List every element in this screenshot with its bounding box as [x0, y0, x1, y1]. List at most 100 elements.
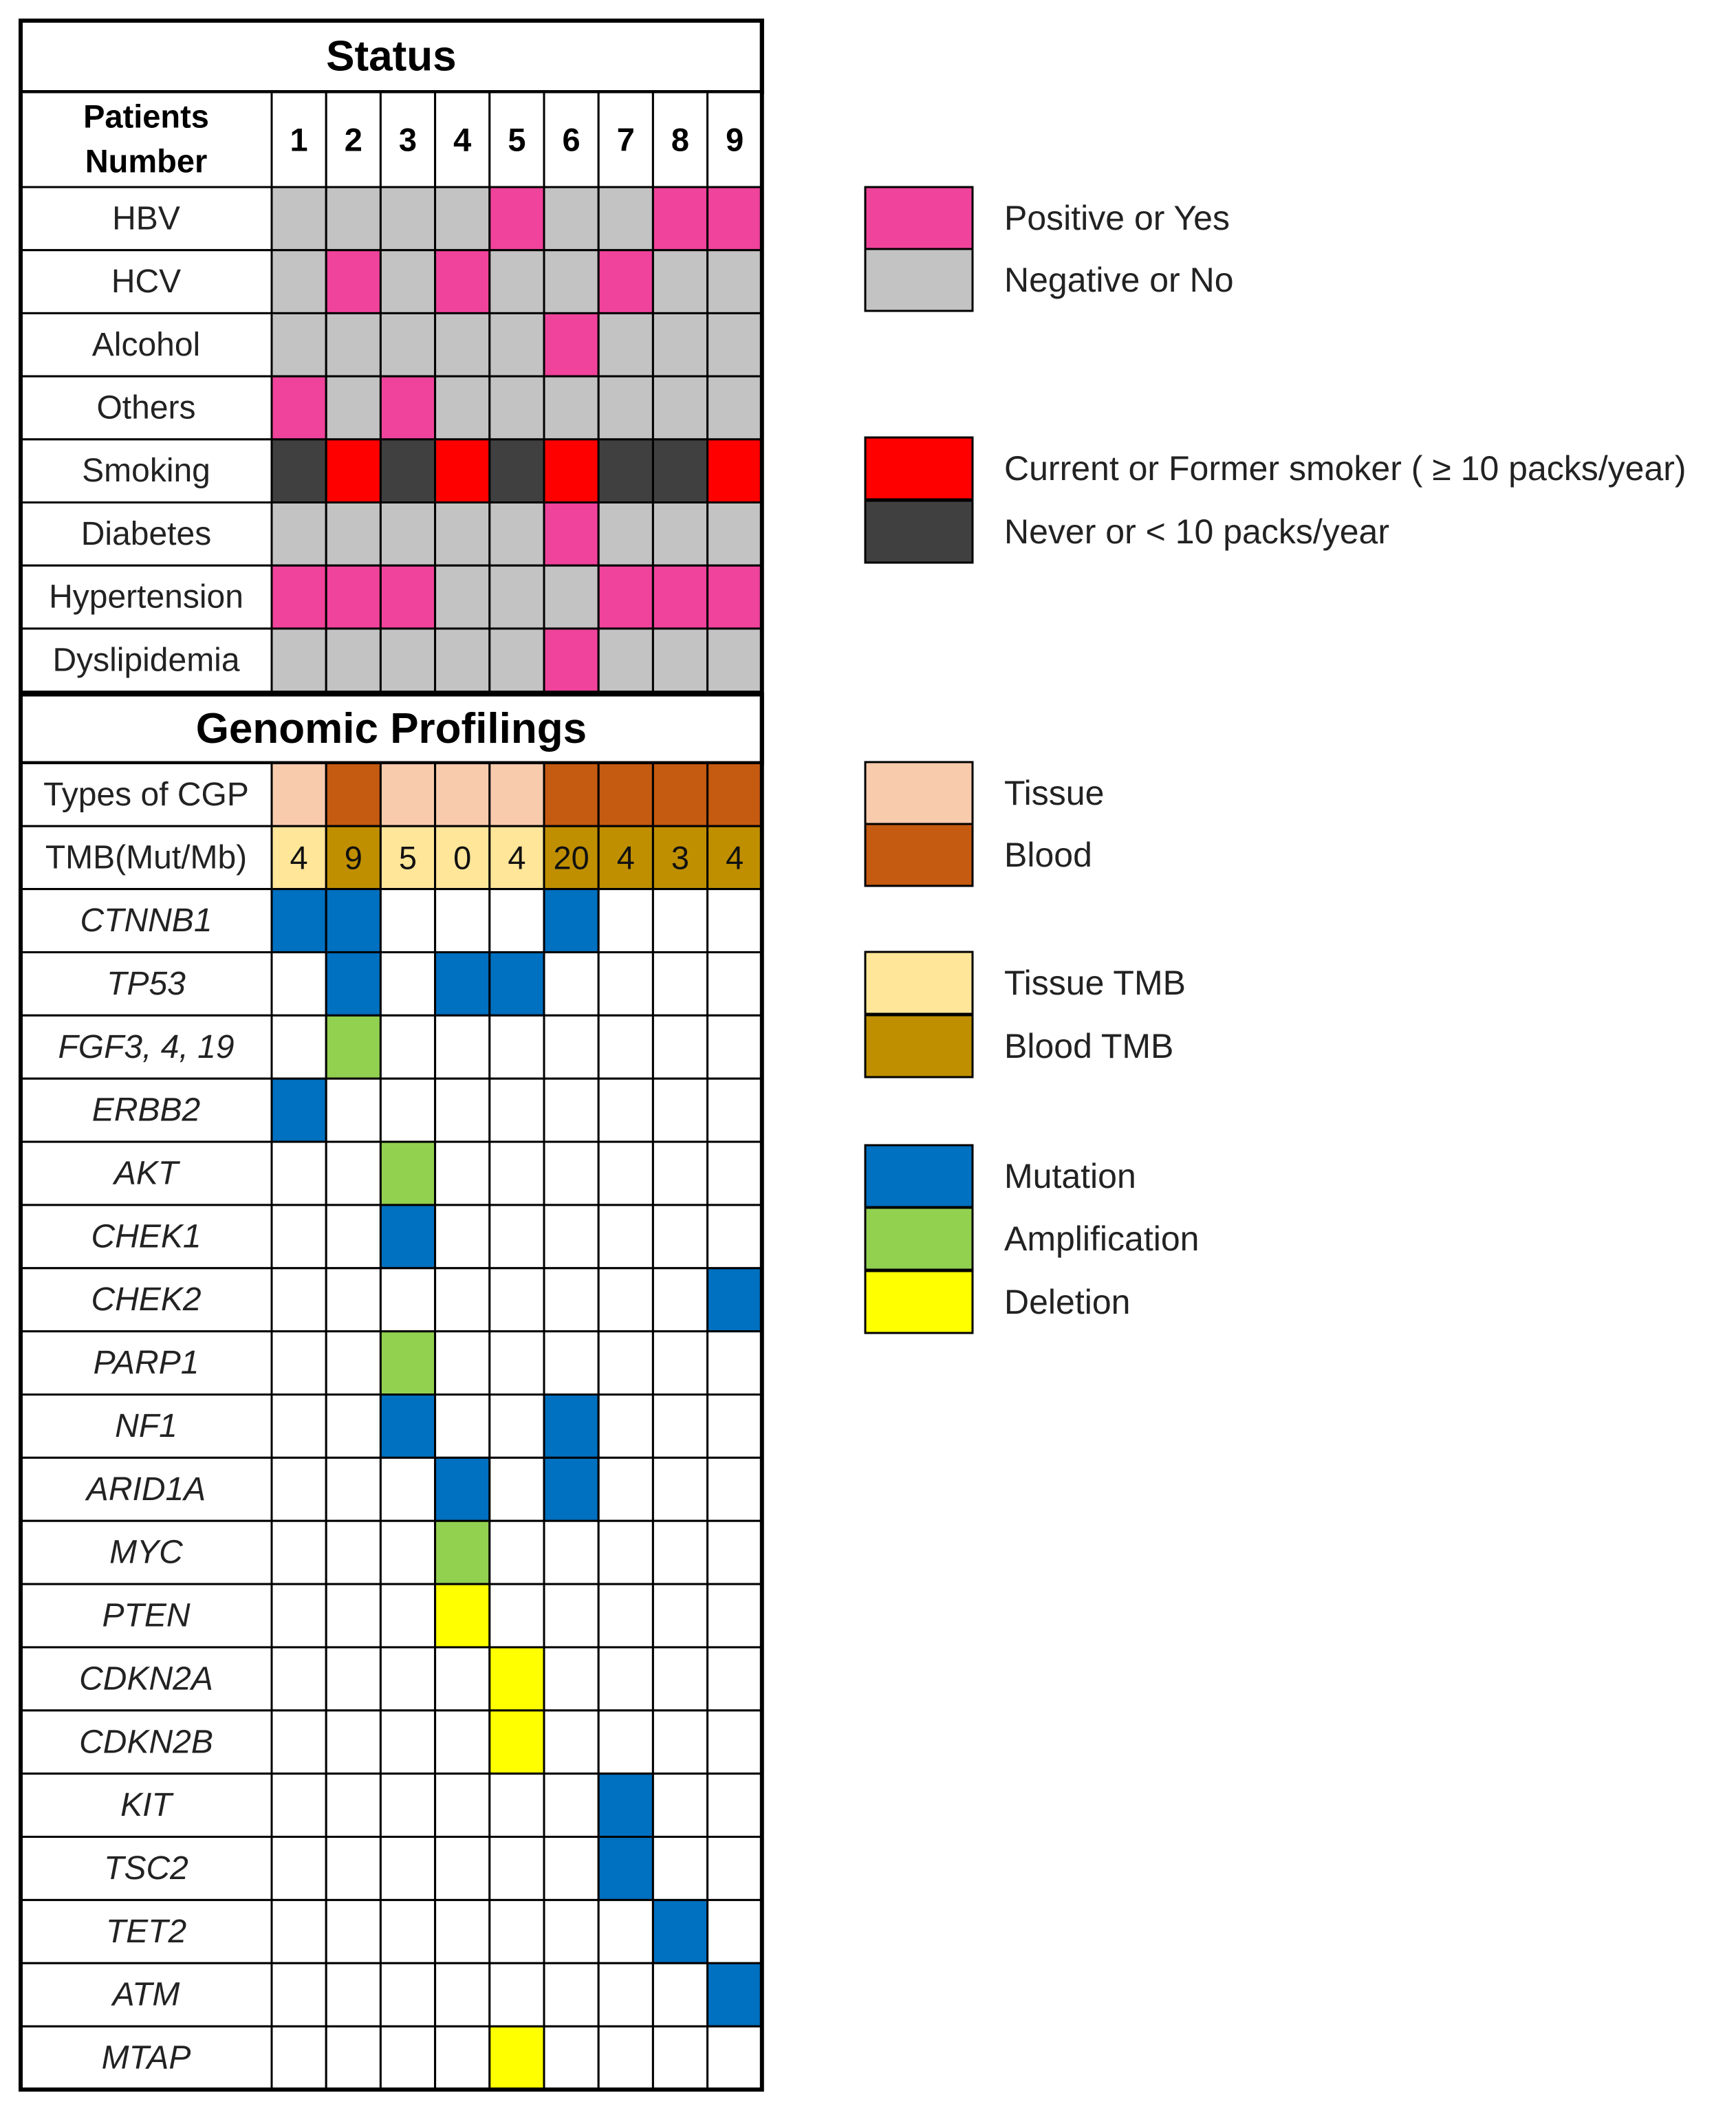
gene-alteration-cell — [270, 1836, 327, 1901]
cgp-type-cell — [434, 762, 491, 827]
tmb-cell — [706, 825, 763, 891]
gene-label: TSC2 — [104, 1850, 188, 1887]
tmb-cell — [270, 825, 327, 891]
gene-alteration-cell — [379, 1898, 437, 1964]
gene-alteration-cell — [706, 1709, 763, 1775]
gene-label: MYC — [109, 1534, 183, 1571]
gene-alteration-cell — [325, 888, 382, 953]
gene-alteration-cell — [706, 1519, 763, 1585]
status-cell — [706, 375, 763, 441]
gene-alteration-cell — [434, 1519, 491, 1585]
gene-label-cell — [19, 1330, 273, 1396]
gene-alteration-cell — [597, 1836, 654, 1901]
status-cell — [488, 312, 545, 378]
gene-alteration-cell — [651, 888, 709, 953]
status-cell — [651, 438, 709, 503]
gene-alteration-cell — [543, 1519, 600, 1585]
table-outer-border — [19, 19, 764, 2092]
gene-alteration-cell — [270, 1583, 327, 1649]
gene-alteration-cell — [270, 1204, 327, 1270]
gene-alteration-cell — [434, 1204, 491, 1270]
gene-alteration-cell — [543, 1836, 600, 1901]
gene-alteration-cell — [379, 1772, 437, 1839]
gene-alteration-cell — [597, 1583, 654, 1649]
cgp-type-cell — [706, 762, 763, 827]
cgp-type-cell — [325, 762, 382, 827]
gene-alteration-cell — [379, 1836, 437, 1901]
status-cell — [543, 312, 600, 378]
patient-number: 1 — [290, 122, 308, 158]
gene-alteration-cell — [434, 1898, 491, 1964]
gene-alteration-cell — [270, 1267, 327, 1333]
gene-alteration-cell — [434, 1330, 491, 1396]
cgp-type-cell — [543, 762, 600, 827]
gene-alteration-cell — [270, 1898, 327, 1964]
status-cell — [270, 627, 327, 693]
status-cell — [270, 501, 327, 567]
gene-alteration-cell — [597, 1646, 654, 1712]
status-cell — [543, 249, 600, 314]
gene-alteration-cell — [379, 1456, 437, 1522]
status-row-label-cell — [19, 627, 273, 693]
gene-alteration-cell — [488, 1456, 545, 1522]
status-cell — [543, 438, 600, 503]
gene-label: KIT — [120, 1787, 174, 1823]
gene-label: AKT — [112, 1155, 181, 1191]
status-cell — [543, 501, 600, 567]
status-cell — [270, 312, 327, 378]
gene-alteration-cell — [379, 1962, 437, 2028]
status-cell — [651, 186, 709, 252]
gene-alteration-cell — [543, 1646, 600, 1712]
gene-alteration-cell — [651, 1140, 709, 1206]
gene-alteration-cell — [270, 1456, 327, 1522]
gene-alteration-cell — [543, 1772, 600, 1839]
gene-alteration-cell — [325, 1014, 382, 1080]
status-cell — [434, 438, 491, 503]
status-cell — [597, 312, 654, 378]
gene-alteration-cell — [325, 1646, 382, 1712]
status-cell — [706, 627, 763, 693]
tmb-value: 20 — [553, 839, 589, 876]
gene-alteration-cell — [325, 1204, 382, 1270]
gene-alteration-cell — [543, 1330, 600, 1396]
status-cell — [597, 627, 654, 693]
legend-swatch — [864, 436, 974, 501]
gene-alteration-cell — [325, 2025, 382, 2091]
status-cell — [488, 375, 545, 441]
gene-label-cell — [19, 1583, 273, 1649]
tmb-value: 4 — [508, 839, 525, 876]
gene-alteration-cell — [597, 1267, 654, 1333]
status-cell — [434, 627, 491, 693]
gene-alteration-cell — [706, 1583, 763, 1649]
gene-label-cell — [19, 1204, 273, 1270]
gene-alteration-cell — [597, 1772, 654, 1839]
gene-alteration-cell — [488, 888, 545, 953]
legend-label: Deletion — [1004, 1283, 1130, 1321]
gene-alteration-cell — [651, 1898, 709, 1964]
status-cell — [651, 501, 709, 567]
legend-label: Mutation — [1004, 1157, 1136, 1195]
status-row-label: Dyslipidemia — [52, 642, 239, 678]
gene-label: CDKN2B — [79, 1724, 213, 1760]
gene-alteration-cell — [651, 1772, 709, 1839]
tmb-value: 4 — [290, 839, 308, 876]
status-row-label: Hypertension — [49, 579, 243, 616]
status-cell — [434, 249, 491, 314]
gene-label: ERBB2 — [92, 1092, 200, 1129]
gene-alteration-cell — [706, 1898, 763, 1964]
cgp-type-cell — [270, 762, 327, 827]
gene-alteration-cell — [543, 1898, 600, 1964]
status-cell — [543, 564, 600, 630]
status-cell — [325, 564, 382, 630]
gene-label: FGF3, 4, 19 — [58, 1029, 234, 1065]
patient-number-cell — [651, 91, 709, 188]
status-cell — [270, 375, 327, 441]
gene-alteration-cell — [379, 951, 437, 1017]
gene-alteration-cell — [434, 1456, 491, 1522]
gene-alteration-cell — [597, 1393, 654, 1459]
gene-alteration-cell — [325, 1898, 382, 1964]
gene-alteration-cell — [488, 1898, 545, 1964]
patient-header-cell — [19, 91, 273, 188]
gene-alteration-cell — [651, 1962, 709, 2028]
gene-alteration-cell — [488, 1583, 545, 1649]
